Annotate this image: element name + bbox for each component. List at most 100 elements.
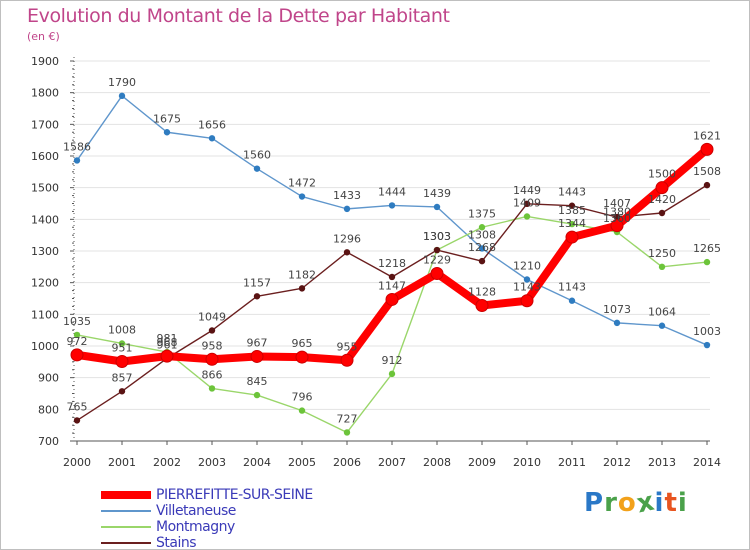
data-point	[115, 355, 129, 369]
data-point	[388, 273, 396, 281]
x-tick-label: 2008	[423, 456, 451, 469]
data-point	[433, 246, 441, 254]
y-tick-label: 1700	[31, 118, 59, 131]
data-label: 981	[157, 332, 178, 345]
data-label: 1265	[693, 242, 721, 255]
data-point	[253, 293, 261, 300]
logo-letter: P	[584, 488, 605, 518]
y-tick-label: 1300	[31, 245, 59, 258]
data-point	[523, 276, 531, 283]
data-label: 1472	[288, 177, 316, 190]
data-point	[298, 193, 306, 200]
data-point	[385, 292, 399, 306]
data-label: 727	[337, 412, 358, 425]
data-label: 967	[247, 336, 268, 349]
data-label: 1049	[198, 310, 226, 323]
data-label: 955	[337, 340, 358, 353]
data-point	[520, 294, 534, 308]
data-point	[430, 266, 444, 280]
series-line-3	[76, 215, 708, 434]
data-point	[568, 202, 576, 209]
logo-letter: o	[617, 488, 637, 518]
chart-title: Evolution du Montant de la Dette par Hab…	[27, 5, 450, 27]
data-label: 961	[157, 338, 178, 351]
y-tick-label: 1800	[31, 87, 59, 100]
data-label: 1296	[333, 232, 361, 245]
data-label: 912	[382, 354, 403, 367]
data-label: 1128	[468, 285, 496, 298]
data-point	[568, 297, 576, 304]
data-point	[478, 257, 486, 265]
data-label: 1303	[423, 230, 451, 243]
y-tick-label: 800	[38, 403, 59, 416]
data-label: 1147	[378, 279, 406, 292]
data-point	[160, 349, 174, 363]
data-label: 968	[157, 336, 178, 349]
data-point	[73, 331, 81, 339]
data-point	[658, 322, 666, 329]
data-label: 1656	[198, 118, 226, 131]
data-point	[208, 135, 216, 142]
proxiti-logo: Proxiti	[584, 486, 688, 519]
data-label: 1250	[648, 247, 676, 260]
data-point	[388, 370, 396, 378]
data-label: 1064	[648, 306, 676, 319]
data-label: 1444	[378, 185, 406, 198]
x-tick-label: 2011	[558, 456, 586, 469]
data-point	[568, 220, 576, 228]
x-tick-label: 2010	[513, 456, 541, 469]
data-point	[478, 224, 486, 231]
y-tick-label: 1000	[31, 340, 59, 353]
data-point	[73, 157, 81, 164]
data-label: 1385	[558, 204, 586, 217]
data-label: 1407	[603, 197, 631, 210]
x-tick-label: 2014	[693, 456, 721, 469]
data-point	[118, 340, 126, 347]
data-label: 1420	[648, 193, 676, 206]
logo-letter: t	[664, 488, 678, 518]
data-point	[703, 258, 711, 266]
series-line-1	[73, 145, 711, 366]
data-label: 796	[292, 391, 313, 404]
data-point	[295, 350, 309, 364]
data-point	[253, 165, 261, 172]
data-label: 1360	[603, 212, 631, 225]
data-label: 1500	[648, 168, 676, 181]
data-label: 1380	[603, 206, 631, 219]
data-point	[343, 249, 351, 256]
data-point	[205, 352, 219, 366]
data-label: 1790	[108, 76, 136, 89]
data-point	[433, 203, 441, 211]
data-label: 972	[67, 335, 88, 348]
legend-label: Villetaneuse	[156, 503, 236, 519]
x-tick-label: 2012	[603, 456, 631, 469]
data-point	[613, 319, 621, 327]
logo-letter: r	[604, 488, 618, 518]
data-label: 1268	[468, 241, 496, 254]
y-tick-label: 1400	[31, 213, 59, 226]
logo-letter: i	[654, 488, 665, 518]
data-point	[118, 388, 126, 395]
data-point	[658, 263, 666, 271]
x-tick-label: 2009	[468, 456, 496, 469]
data-label: 1182	[288, 268, 316, 281]
y-tick-label: 1600	[31, 150, 59, 163]
data-point	[655, 181, 669, 195]
data-point	[253, 391, 261, 399]
data-point	[478, 245, 486, 252]
data-point	[343, 429, 351, 436]
y-tick-label: 1500	[31, 182, 59, 195]
legend-swatch	[101, 542, 151, 544]
legend-label: Stains	[156, 535, 197, 550]
data-label: 1586	[63, 140, 91, 153]
data-point	[523, 213, 531, 220]
y-tick-label: 900	[38, 372, 59, 385]
data-label: 1143	[513, 281, 541, 294]
legend-swatch	[101, 510, 151, 512]
data-point	[298, 285, 306, 292]
data-label: 1303	[423, 230, 451, 243]
y-tick-label: 1900	[31, 55, 59, 68]
data-label: 1443	[558, 186, 586, 199]
